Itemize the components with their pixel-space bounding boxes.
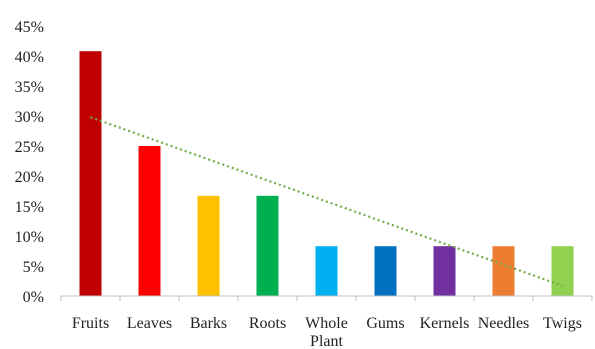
bar: [138, 146, 161, 296]
y-tick-label: 30%: [15, 109, 44, 126]
y-tick-label: 45%: [15, 19, 44, 36]
x-axis: Fruits Leaves Barks Roots Whole Plant Gums Kern…: [60, 295, 593, 349]
bars: [79, 51, 574, 297]
y-tick-label: 40%: [15, 49, 44, 66]
bar: [315, 246, 338, 296]
y-tick-label: 10%: [15, 229, 44, 246]
x-tick-label: Fruits: [72, 315, 109, 332]
bar: [256, 195, 279, 296]
x-tick-label: Leaves: [127, 315, 172, 332]
x-tick-label: Whole Plant: [305, 315, 348, 349]
x-tick-label: Twigs: [543, 315, 582, 332]
x-tick-label: Needles: [478, 315, 530, 332]
trendline-group: [90, 116, 563, 287]
y-tick-label: 20%: [15, 169, 44, 186]
x-tick-label: Roots: [249, 315, 286, 332]
bar: [551, 246, 574, 296]
bar: [79, 51, 102, 297]
bar: [433, 246, 456, 296]
y-tick-label: 25%: [15, 139, 44, 156]
x-tick-label: Kernels: [420, 315, 470, 332]
x-tick-label: Barks: [190, 315, 227, 332]
y-tick-label: 35%: [15, 79, 44, 96]
y-tick-label: 5%: [23, 259, 44, 276]
y-axis: 0% 5% 10% 15% 20% 25% 30% 35% 40% 45%: [15, 19, 44, 306]
bar: [492, 246, 515, 296]
trendline: [90, 116, 563, 287]
x-tick-label: Gums: [366, 315, 404, 332]
bar: [374, 246, 397, 296]
bar: [197, 195, 220, 296]
y-tick-label: 15%: [15, 199, 44, 216]
y-tick-label: 0%: [23, 289, 44, 306]
